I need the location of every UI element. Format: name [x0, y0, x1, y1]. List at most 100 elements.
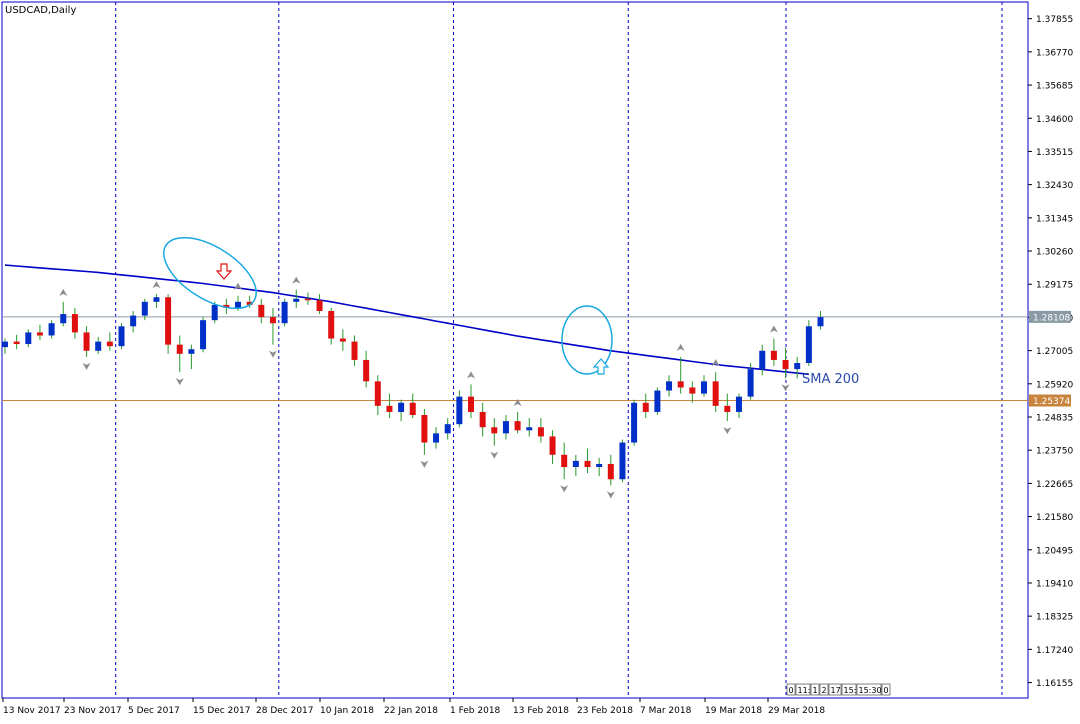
- support-level-label: 1.25374: [1033, 397, 1070, 407]
- candle: [712, 372, 719, 412]
- candle: [176, 335, 183, 373]
- timeframe-button[interactable]: [786, 683, 796, 696]
- candle-body: [223, 304, 230, 308]
- candle-body: [106, 341, 113, 347]
- candle-body: [701, 381, 707, 394]
- timeframe-button[interactable]: [795, 683, 811, 696]
- timeframe-button[interactable]: [841, 683, 857, 696]
- candle-body: [619, 442, 626, 480]
- fractal-up-marker: [711, 359, 720, 367]
- candle-body: [176, 344, 183, 354]
- candle: [281, 298, 288, 327]
- candle-body: [805, 326, 812, 364]
- fractal-down-marker: [175, 378, 184, 386]
- candle-body: [817, 317, 824, 327]
- candle-body: [666, 381, 673, 391]
- sma-layer: [4, 264, 809, 376]
- candle: [339, 329, 346, 351]
- timeframe-button-label: 0: [789, 686, 794, 695]
- timeframe-toolbar[interactable]: 0 11: 1 2 17 15: 15:30 0: [786, 683, 891, 696]
- y-tick-label: 1.23750: [1036, 447, 1073, 457]
- candle-body: [141, 301, 148, 316]
- candle-body: [433, 433, 440, 443]
- x-tick-label: 23 Nov 2017: [64, 706, 122, 716]
- candle: [549, 430, 556, 464]
- candle-body: [386, 405, 393, 412]
- candle-body: [724, 405, 731, 412]
- candle: [409, 393, 416, 419]
- timeframe-button[interactable]: [881, 683, 891, 696]
- timeframe-button[interactable]: [819, 683, 829, 696]
- timeframe-button-label: 11:: [798, 686, 811, 695]
- candle-body: [502, 421, 509, 434]
- x-tick-label: 28 Dec 2017: [256, 706, 314, 716]
- candle: [223, 298, 230, 315]
- candle-body: [363, 359, 370, 382]
- y-tick-label: 1.37855: [1036, 15, 1073, 25]
- y-tick-label: 1.31345: [1036, 214, 1073, 224]
- x-tick-label: 10 Jan 2018: [320, 706, 374, 716]
- candle-body: [607, 463, 614, 480]
- fractal-down-marker: [723, 427, 732, 435]
- y-axis: 1.37855 1.36770 1.35685 1.34600 1.33515 1.324…: [1028, 15, 1073, 689]
- x-tick-label: 13 Feb 2018: [513, 706, 569, 716]
- candle-body: [83, 332, 90, 351]
- candle: [561, 442, 568, 480]
- y-tick-label: 1.34600: [1036, 115, 1073, 125]
- fractal-up-marker: [769, 325, 778, 333]
- candle: [666, 375, 673, 397]
- candle: [363, 350, 370, 388]
- fractal-down-marker: [268, 350, 277, 358]
- candle-body: [13, 341, 20, 345]
- y-tick-label: 1.36770: [1036, 48, 1073, 58]
- candle-body: [444, 424, 451, 434]
- candle: [607, 454, 614, 486]
- candle-body: [596, 463, 603, 468]
- candle: [165, 294, 172, 354]
- candle-body: [456, 396, 463, 425]
- candle: [421, 408, 428, 455]
- candle-body: [409, 402, 416, 416]
- x-tick-label: 13 Nov 2017: [3, 706, 61, 716]
- candle: [304, 292, 311, 305]
- candle-body: [235, 301, 241, 308]
- x-tick-label: 29 Mar 2018: [768, 706, 825, 716]
- candle-body: [36, 332, 43, 336]
- y-tick-label: 1.27005: [1036, 347, 1073, 357]
- x-tick-label: 23 Feb 2018: [577, 706, 633, 716]
- candle: [701, 375, 707, 397]
- y-tick-label: 1.29175: [1036, 281, 1073, 291]
- x-tick-label: 19 Mar 2018: [705, 706, 762, 716]
- candle: [596, 457, 603, 477]
- timeframe-button[interactable]: [856, 683, 882, 696]
- fractal-up-marker: [467, 371, 475, 379]
- candle-body: [712, 381, 719, 406]
- plot-area-border: [1, 1, 1029, 699]
- candle: [537, 418, 544, 443]
- y-tick-label: 1.33515: [1036, 148, 1073, 158]
- fractal-up-marker: [152, 281, 161, 289]
- timeframe-button-label: 15:: [844, 686, 857, 695]
- arrow-down-icon: [215, 263, 233, 280]
- fractal-down-marker: [781, 384, 790, 392]
- arrow-up-icon: [592, 358, 610, 375]
- y-tick-label: 1.32430: [1036, 181, 1073, 191]
- y-tick-label: 1.17240: [1036, 646, 1073, 656]
- fractal-up-marker: [59, 288, 68, 296]
- candle-body: [95, 341, 102, 351]
- candle: [584, 448, 591, 474]
- candle: [386, 393, 393, 419]
- timeframe-button[interactable]: [810, 683, 820, 696]
- candle-body: [211, 304, 218, 321]
- candle-body: [246, 301, 253, 305]
- candle-body: [549, 436, 556, 455]
- timeframe-button-label: 0: [884, 686, 889, 695]
- candle-body: [398, 402, 405, 412]
- fractal-up-marker: [513, 398, 522, 406]
- x-tick-label: 22 Jan 2018: [384, 706, 438, 716]
- candle-body: [165, 297, 172, 345]
- candle-body: [421, 415, 428, 443]
- timeframe-button[interactable]: [828, 683, 842, 696]
